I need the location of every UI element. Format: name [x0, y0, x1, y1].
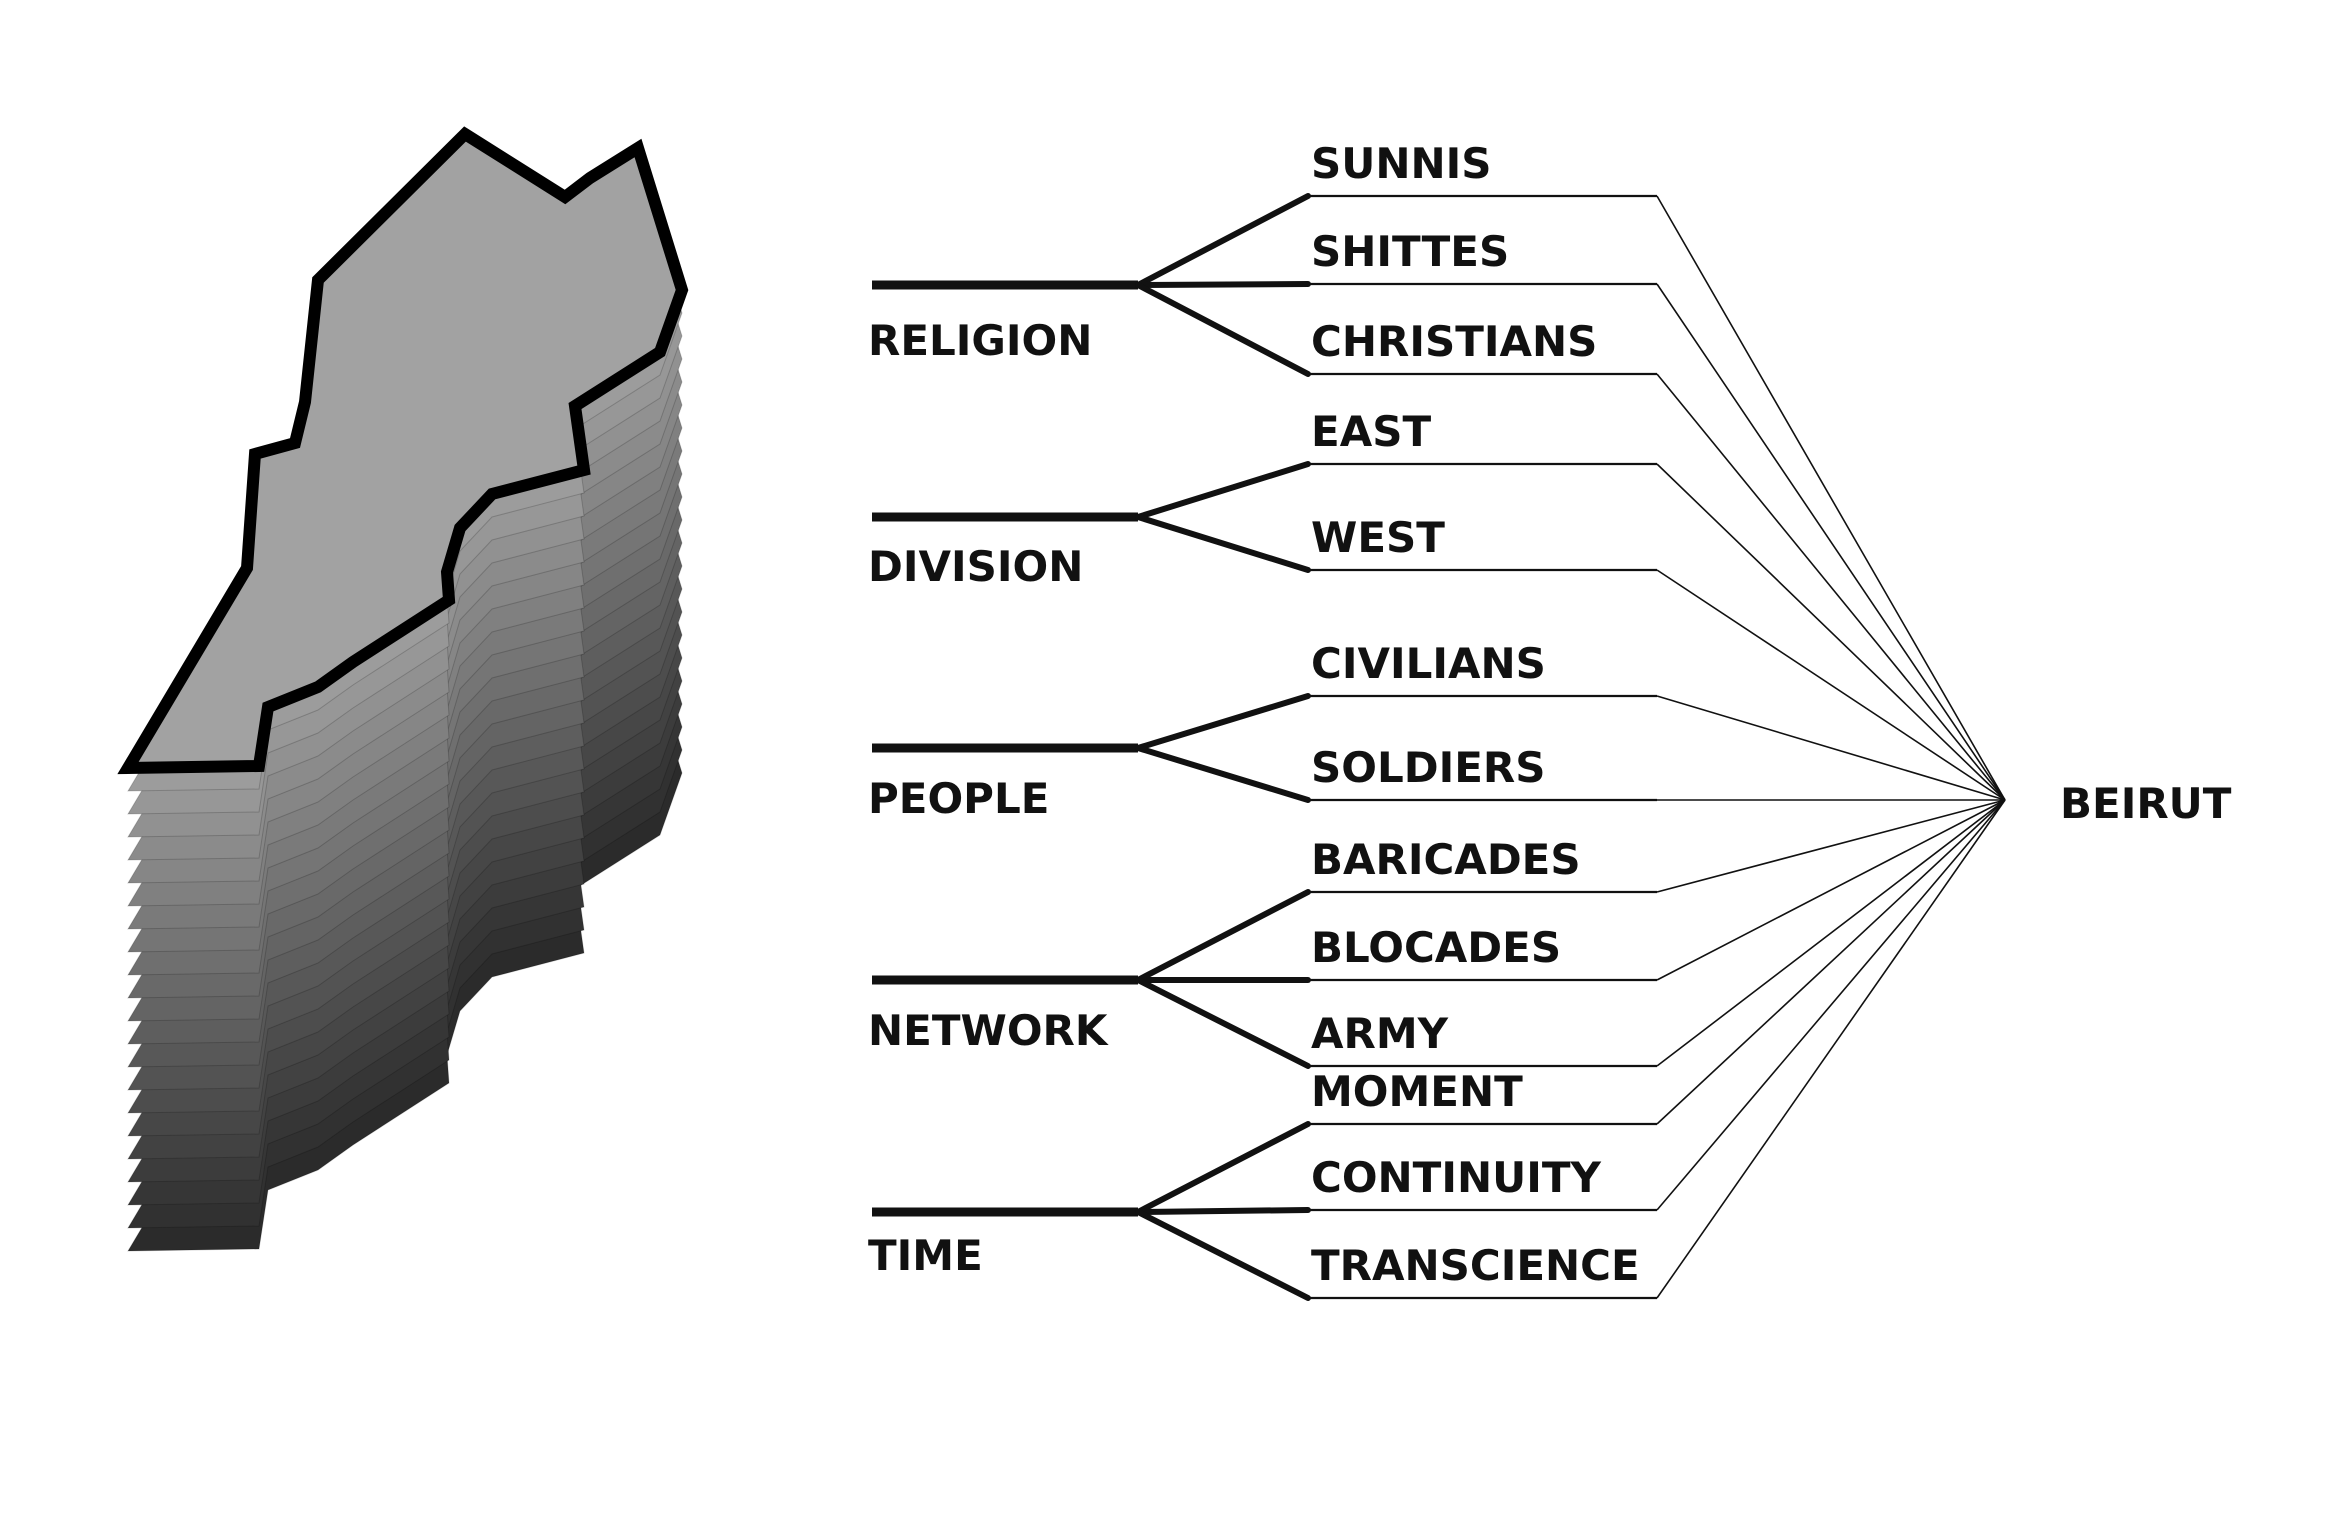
connector-line [1656, 195, 2006, 801]
connector-line [1656, 695, 2006, 801]
branch-line [1135, 461, 1311, 520]
category-label: PEOPLE [868, 774, 1049, 823]
branch-line [1135, 1121, 1311, 1215]
connector-line [1656, 569, 2006, 801]
item-label-west: WEST [1311, 513, 1445, 562]
category-label: RELIGION [868, 316, 1092, 365]
connector-line [1656, 283, 2006, 801]
category-religion: RELIGION SUNNIS SHITTES CHRISTIANS [868, 139, 1657, 377]
branch-line [1135, 281, 1311, 288]
beirut-connectors [1656, 195, 2006, 1299]
category-people: PEOPLE CIVILIANS SOLDIERS [868, 639, 1657, 823]
branch-line [1135, 514, 1311, 573]
item-label-moment: MOMENT [1311, 1067, 1523, 1116]
category-label: NETWORK [868, 1006, 1109, 1055]
item-label-army: ARMY [1311, 1009, 1449, 1058]
connector-line [1656, 799, 2006, 1125]
branch-line [1135, 193, 1311, 288]
item-label-civilians: CIVILIANS [1311, 639, 1546, 688]
connector-line [1656, 463, 2006, 801]
branch-line [1135, 1207, 1311, 1215]
branch-line [1135, 1209, 1311, 1301]
connector-line [1656, 799, 2006, 981]
category-label: TIME [868, 1231, 983, 1280]
category-network: NETWORK BARICADES BLOCADES ARMY [868, 835, 1657, 1069]
item-label-blocades: BLOCADES [1311, 923, 1561, 972]
item-label-soldiers: SOLDIERS [1311, 743, 1546, 792]
connector-line [1656, 799, 2006, 1211]
item-label-transcience: TRANSCIENCE [1311, 1241, 1640, 1290]
category-label: DIVISION [868, 542, 1083, 591]
map-top-layer [117, 126, 689, 775]
connector-line [1656, 799, 2006, 893]
item-label-continuity: CONTINUITY [1311, 1153, 1601, 1202]
category-time: TIME MOMENT CONTINUITY TRANSCIENCE [868, 1067, 1657, 1301]
branch-line [1135, 745, 1311, 803]
beirut-label: BEIRUT [2060, 779, 2232, 828]
category-division: DIVISION EAST WEST [868, 407, 1657, 591]
branch-line [1135, 693, 1311, 751]
item-label-east: EAST [1311, 407, 1431, 456]
category-tree: RELIGION SUNNIS SHITTES CHRISTIANS DIVISION E… [868, 139, 1657, 1301]
lebanon-map-icon [117, 126, 689, 1252]
item-label-baricades: BARICADES [1311, 835, 1581, 884]
branch-line [1135, 889, 1311, 983]
connector-line [1656, 799, 2006, 1299]
item-label-sunnis: SUNNIS [1311, 139, 1492, 188]
branch-line [1135, 282, 1311, 377]
item-label-shittes: SHITTES [1311, 227, 1509, 276]
item-label-christians: CHRISTIANS [1311, 317, 1597, 366]
connector-line [1656, 799, 2006, 1067]
connector-line [1656, 373, 2006, 801]
branch-line [1135, 977, 1311, 1069]
